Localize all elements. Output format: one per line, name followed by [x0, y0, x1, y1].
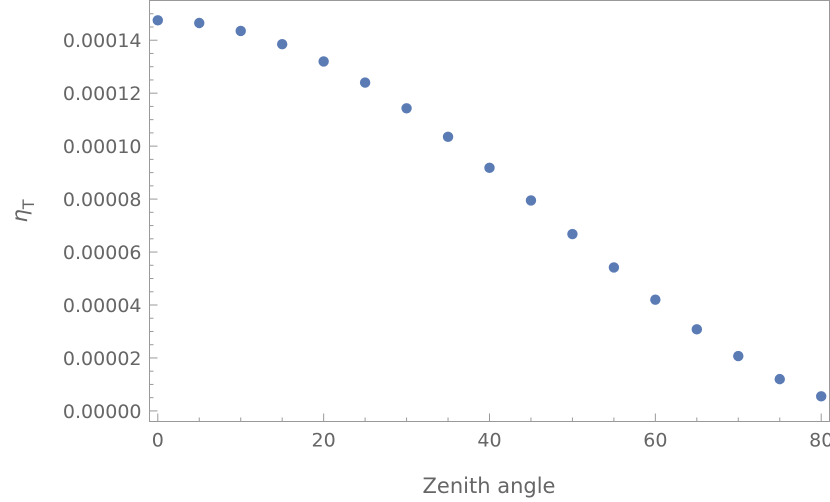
- data-point: [650, 294, 661, 305]
- data-point: [733, 350, 744, 362]
- x-tick-label: 0: [152, 430, 164, 452]
- data-point: [816, 391, 827, 402]
- x-tick-label: 80: [809, 430, 830, 452]
- y-tick-label: 0.00012: [63, 83, 142, 105]
- data-point: [318, 56, 329, 67]
- data-point: [401, 103, 412, 114]
- data-point: [235, 25, 246, 37]
- y-tick-label: 0.00000: [63, 401, 142, 423]
- data-point: [608, 262, 620, 273]
- plot-frame: [149, 0, 830, 422]
- x-tick-label: 20: [312, 430, 336, 452]
- svg-text:ηT: ηT: [8, 199, 38, 222]
- y-axis-label-main: η: [8, 209, 32, 222]
- y-axis-label-subscript: T: [19, 199, 38, 210]
- y-axis-label: ηT: [8, 199, 38, 222]
- y-tick-label: 0.00002: [63, 348, 142, 370]
- data-point: [691, 324, 703, 335]
- data-point: [484, 162, 495, 174]
- y-tick-label: 0.00010: [63, 136, 142, 158]
- x-tick-label: 60: [643, 430, 667, 452]
- data-points: [152, 15, 827, 402]
- axis-ticks: [149, 13, 822, 422]
- y-tick-label: 0.00004: [63, 295, 142, 317]
- axis-tick-labels: 0 20 40 60 80 0.00000 0.00002 0.00004 0.00006 0.0…: [63, 30, 830, 451]
- data-point: [276, 38, 288, 50]
- data-point: [774, 373, 785, 385]
- data-point: [525, 195, 537, 206]
- data-point: [152, 15, 163, 26]
- x-tick-label: 40: [477, 430, 501, 452]
- y-tick-label: 0.00006: [63, 242, 142, 264]
- data-point: [359, 77, 371, 88]
- data-point: [442, 131, 454, 143]
- y-tick-label: 0.00008: [63, 189, 142, 211]
- data-point: [567, 228, 578, 240]
- x-axis-label: Zenith angle: [423, 474, 556, 498]
- data-point: [194, 17, 205, 29]
- y-tick-label: 0.00014: [63, 30, 142, 52]
